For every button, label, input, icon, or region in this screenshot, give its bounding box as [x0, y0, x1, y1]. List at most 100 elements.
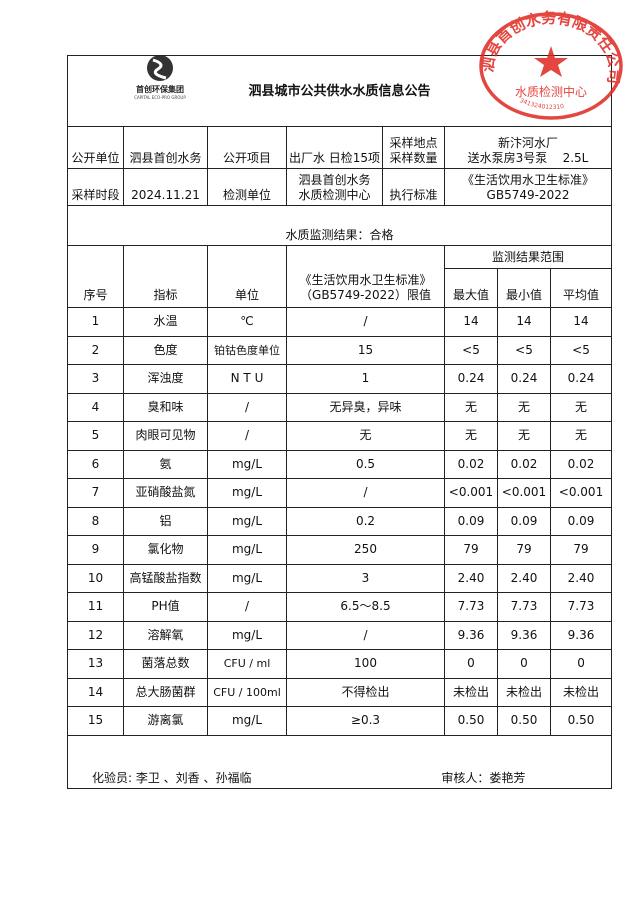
cell-min: 无 — [497, 421, 551, 451]
period-label: 采样时段 — [67, 168, 124, 206]
cell-min: <0.001 — [497, 478, 551, 508]
cell-min: 0.09 — [497, 506, 551, 536]
cell-unit: / — [207, 392, 287, 422]
cell-no: 3 — [67, 364, 124, 394]
cell-item: 水温 — [123, 307, 208, 337]
table-row: 2 色度 铂钴色度单位 15 <5 <5 <5 — [67, 335, 613, 365]
cell-no: 15 — [67, 706, 124, 736]
cell-limit: 15 — [286, 335, 445, 365]
header-no: 序号 — [67, 245, 124, 308]
table-row: 9 氯化物 mg/L 250 79 79 79 — [67, 535, 613, 565]
location-detail: 送水泵房3号泵 — [467, 151, 548, 165]
cell-min: 14 — [497, 307, 551, 337]
cell-no: 9 — [67, 535, 124, 565]
cell-max: 0 — [444, 649, 498, 679]
cell-item: PH值 — [123, 592, 208, 622]
test-unit: 泗县首创水务 水质检测中心 — [286, 168, 383, 206]
cell-item: 高锰酸盐指数 — [123, 563, 208, 593]
cell-limit: 3 — [286, 563, 445, 593]
cell-max: 14 — [444, 307, 498, 337]
cell-limit: 0.2 — [286, 506, 445, 536]
publish-unit: 泗县首创水务 — [123, 126, 208, 169]
publish-unit-label: 公开单位 — [67, 126, 124, 169]
standard-code: GB5749-2022 — [486, 188, 570, 202]
cell-avg: 0 — [549, 649, 613, 679]
cell-limit: / — [286, 307, 445, 337]
cell-no: 13 — [67, 649, 124, 679]
header-unit: 单位 — [207, 245, 287, 308]
cell-item: 肉眼可见物 — [123, 421, 208, 451]
cell-max: 7.73 — [444, 592, 498, 622]
cell-unit: CFU / ml — [207, 649, 287, 679]
signature-row: 化验员: 李卫 、刘香 、孙福临 审核人：娄艳芳 — [66, 734, 613, 789]
table-row: 11 PH值/6.5～8.5 7.73 7.73 7.73 — [67, 592, 613, 622]
cell-max: <0.001 — [444, 478, 498, 508]
cell-max: 未检出 — [444, 677, 498, 707]
cell-avg: 0.50 — [549, 706, 613, 736]
publish-item: 出厂水 日检15项 — [286, 126, 383, 169]
test-unit-name: 泗县首创水务 — [298, 173, 371, 187]
testers: 化验员: 李卫 、刘香 、孙福临 — [92, 770, 252, 785]
cell-limit: 0.5 — [286, 449, 445, 479]
period: 2024.11.21 — [123, 168, 208, 206]
cell-max: 79 — [444, 535, 498, 565]
cell-avg: 9.36 — [549, 620, 613, 650]
svg-text:水质检测中心: 水质检测中心 — [515, 84, 587, 99]
cell-min: 7.73 — [497, 592, 551, 622]
svg-text:341324012310: 341324012310 — [519, 97, 565, 111]
table-row: 10 高锰酸盐指数 mg/L 3 2.40 2.40 2.40 — [67, 563, 613, 593]
quantity-label: 采样数量 — [389, 151, 438, 165]
water-quality-table: 泗县城市公共供水水质信息公告 公开单位 泗县首创水务 公开项目 出厂水 日检15… — [66, 55, 613, 789]
cell-item: 溶解氧 — [123, 620, 208, 650]
cell-no: 11 — [67, 592, 124, 622]
cell-no: 12 — [67, 620, 124, 650]
test-unit-label: 检测单位 — [207, 168, 287, 206]
header-max: 最大值 — [444, 268, 498, 308]
cell-avg: <0.001 — [549, 478, 613, 508]
cell-avg: 无 — [549, 421, 613, 451]
cell-no: 8 — [67, 506, 124, 536]
header-limit-code: （GB5749-2022）限值 — [300, 288, 431, 302]
cell-unit: mg/L — [207, 449, 287, 479]
cell-min: 0.24 — [497, 364, 551, 394]
cell-avg: 0.02 — [549, 449, 613, 479]
cell-avg: 14 — [549, 307, 613, 337]
cell-no: 14 — [67, 677, 124, 707]
cell-no: 10 — [67, 563, 124, 593]
table-row: 1 水温 ℃/14 14 14 — [67, 307, 613, 337]
cell-avg: <5 — [549, 335, 613, 365]
cell-no: 4 — [67, 392, 124, 422]
cell-min: <5 — [497, 335, 551, 365]
cell-unit: mg/L — [207, 535, 287, 565]
cell-no: 7 — [67, 478, 124, 508]
cell-unit: mg/L — [207, 563, 287, 593]
header-limit: 《生活饮用水卫生标准》 （GB5749-2022）限值 — [286, 245, 445, 308]
official-seal: 泗县首创水务有限责任公司 水质检测中心 341324012310 — [478, 9, 624, 120]
cell-min: 79 — [497, 535, 551, 565]
table-row: 14 总大肠菌群 CFU / 100ml 不得检出 未检出 未检出 未检出 — [67, 677, 613, 707]
cell-limit: 不得检出 — [286, 677, 445, 707]
header-item: 指标 — [123, 245, 208, 308]
cell-unit: / — [207, 421, 287, 451]
cell-unit: mg/L — [207, 706, 287, 736]
cell-min: 2.40 — [497, 563, 551, 593]
table-row: 8 铝 mg/L 0.2 0.09 0.09 0.09 — [67, 506, 613, 536]
cell-limit: 无 — [286, 421, 445, 451]
cell-avg: 0.09 — [549, 506, 613, 536]
location-quantity-label: 采样地点 采样数量 — [382, 126, 445, 169]
cell-no: 5 — [67, 421, 124, 451]
cell-item: 铝 — [123, 506, 208, 536]
cell-limit: 无异臭，异味 — [286, 392, 445, 422]
cell-max: 2.40 — [444, 563, 498, 593]
cell-max: 0.50 — [444, 706, 498, 736]
result-summary: 水质监测结果：合格 — [66, 205, 613, 246]
cell-unit: 铂钴色度单位 — [207, 335, 287, 365]
reviewer: 审核人：娄艳芳 — [441, 770, 526, 785]
cell-item: 菌落总数 — [123, 649, 208, 679]
cell-avg: 未检出 — [549, 677, 613, 707]
cell-limit: ≥0.3 — [286, 706, 445, 736]
cell-min: 无 — [497, 392, 551, 422]
cell-avg: 7.73 — [549, 592, 613, 622]
standard-label: 执行标准 — [382, 168, 445, 206]
cell-limit: 1 — [286, 364, 445, 394]
